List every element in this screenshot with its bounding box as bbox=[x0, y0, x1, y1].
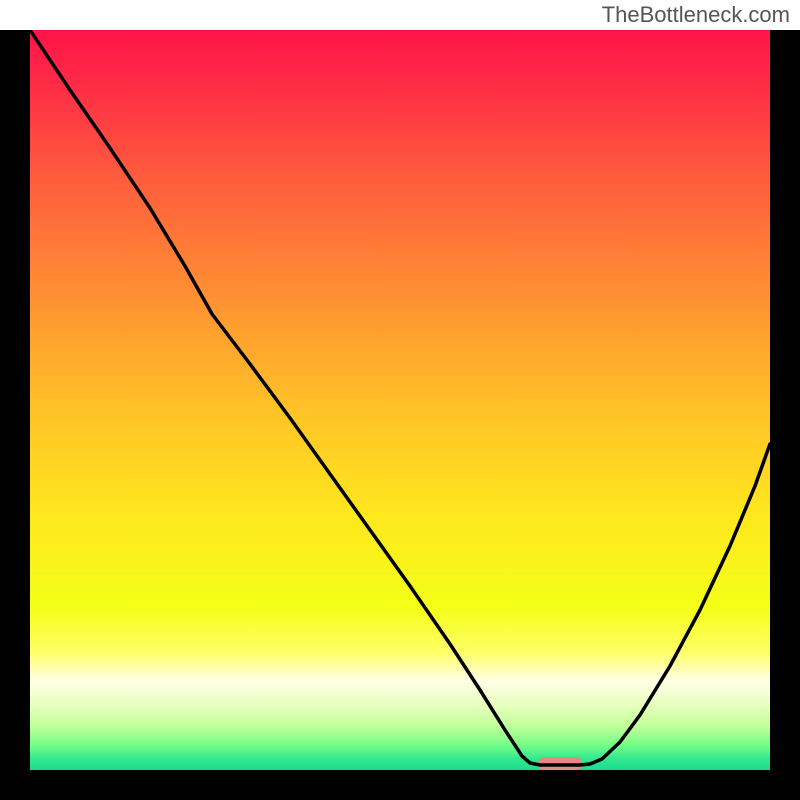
top-bar: TheBottleneck.com bbox=[0, 0, 800, 30]
plot-area bbox=[30, 30, 770, 770]
right-border bbox=[770, 30, 800, 770]
left-border bbox=[0, 30, 30, 770]
watermark-text: TheBottleneck.com bbox=[602, 2, 790, 28]
bottom-border bbox=[0, 770, 800, 800]
chart-container: TheBottleneck.com bbox=[0, 0, 800, 800]
plot-svg bbox=[30, 30, 770, 770]
gradient-background bbox=[30, 30, 770, 770]
